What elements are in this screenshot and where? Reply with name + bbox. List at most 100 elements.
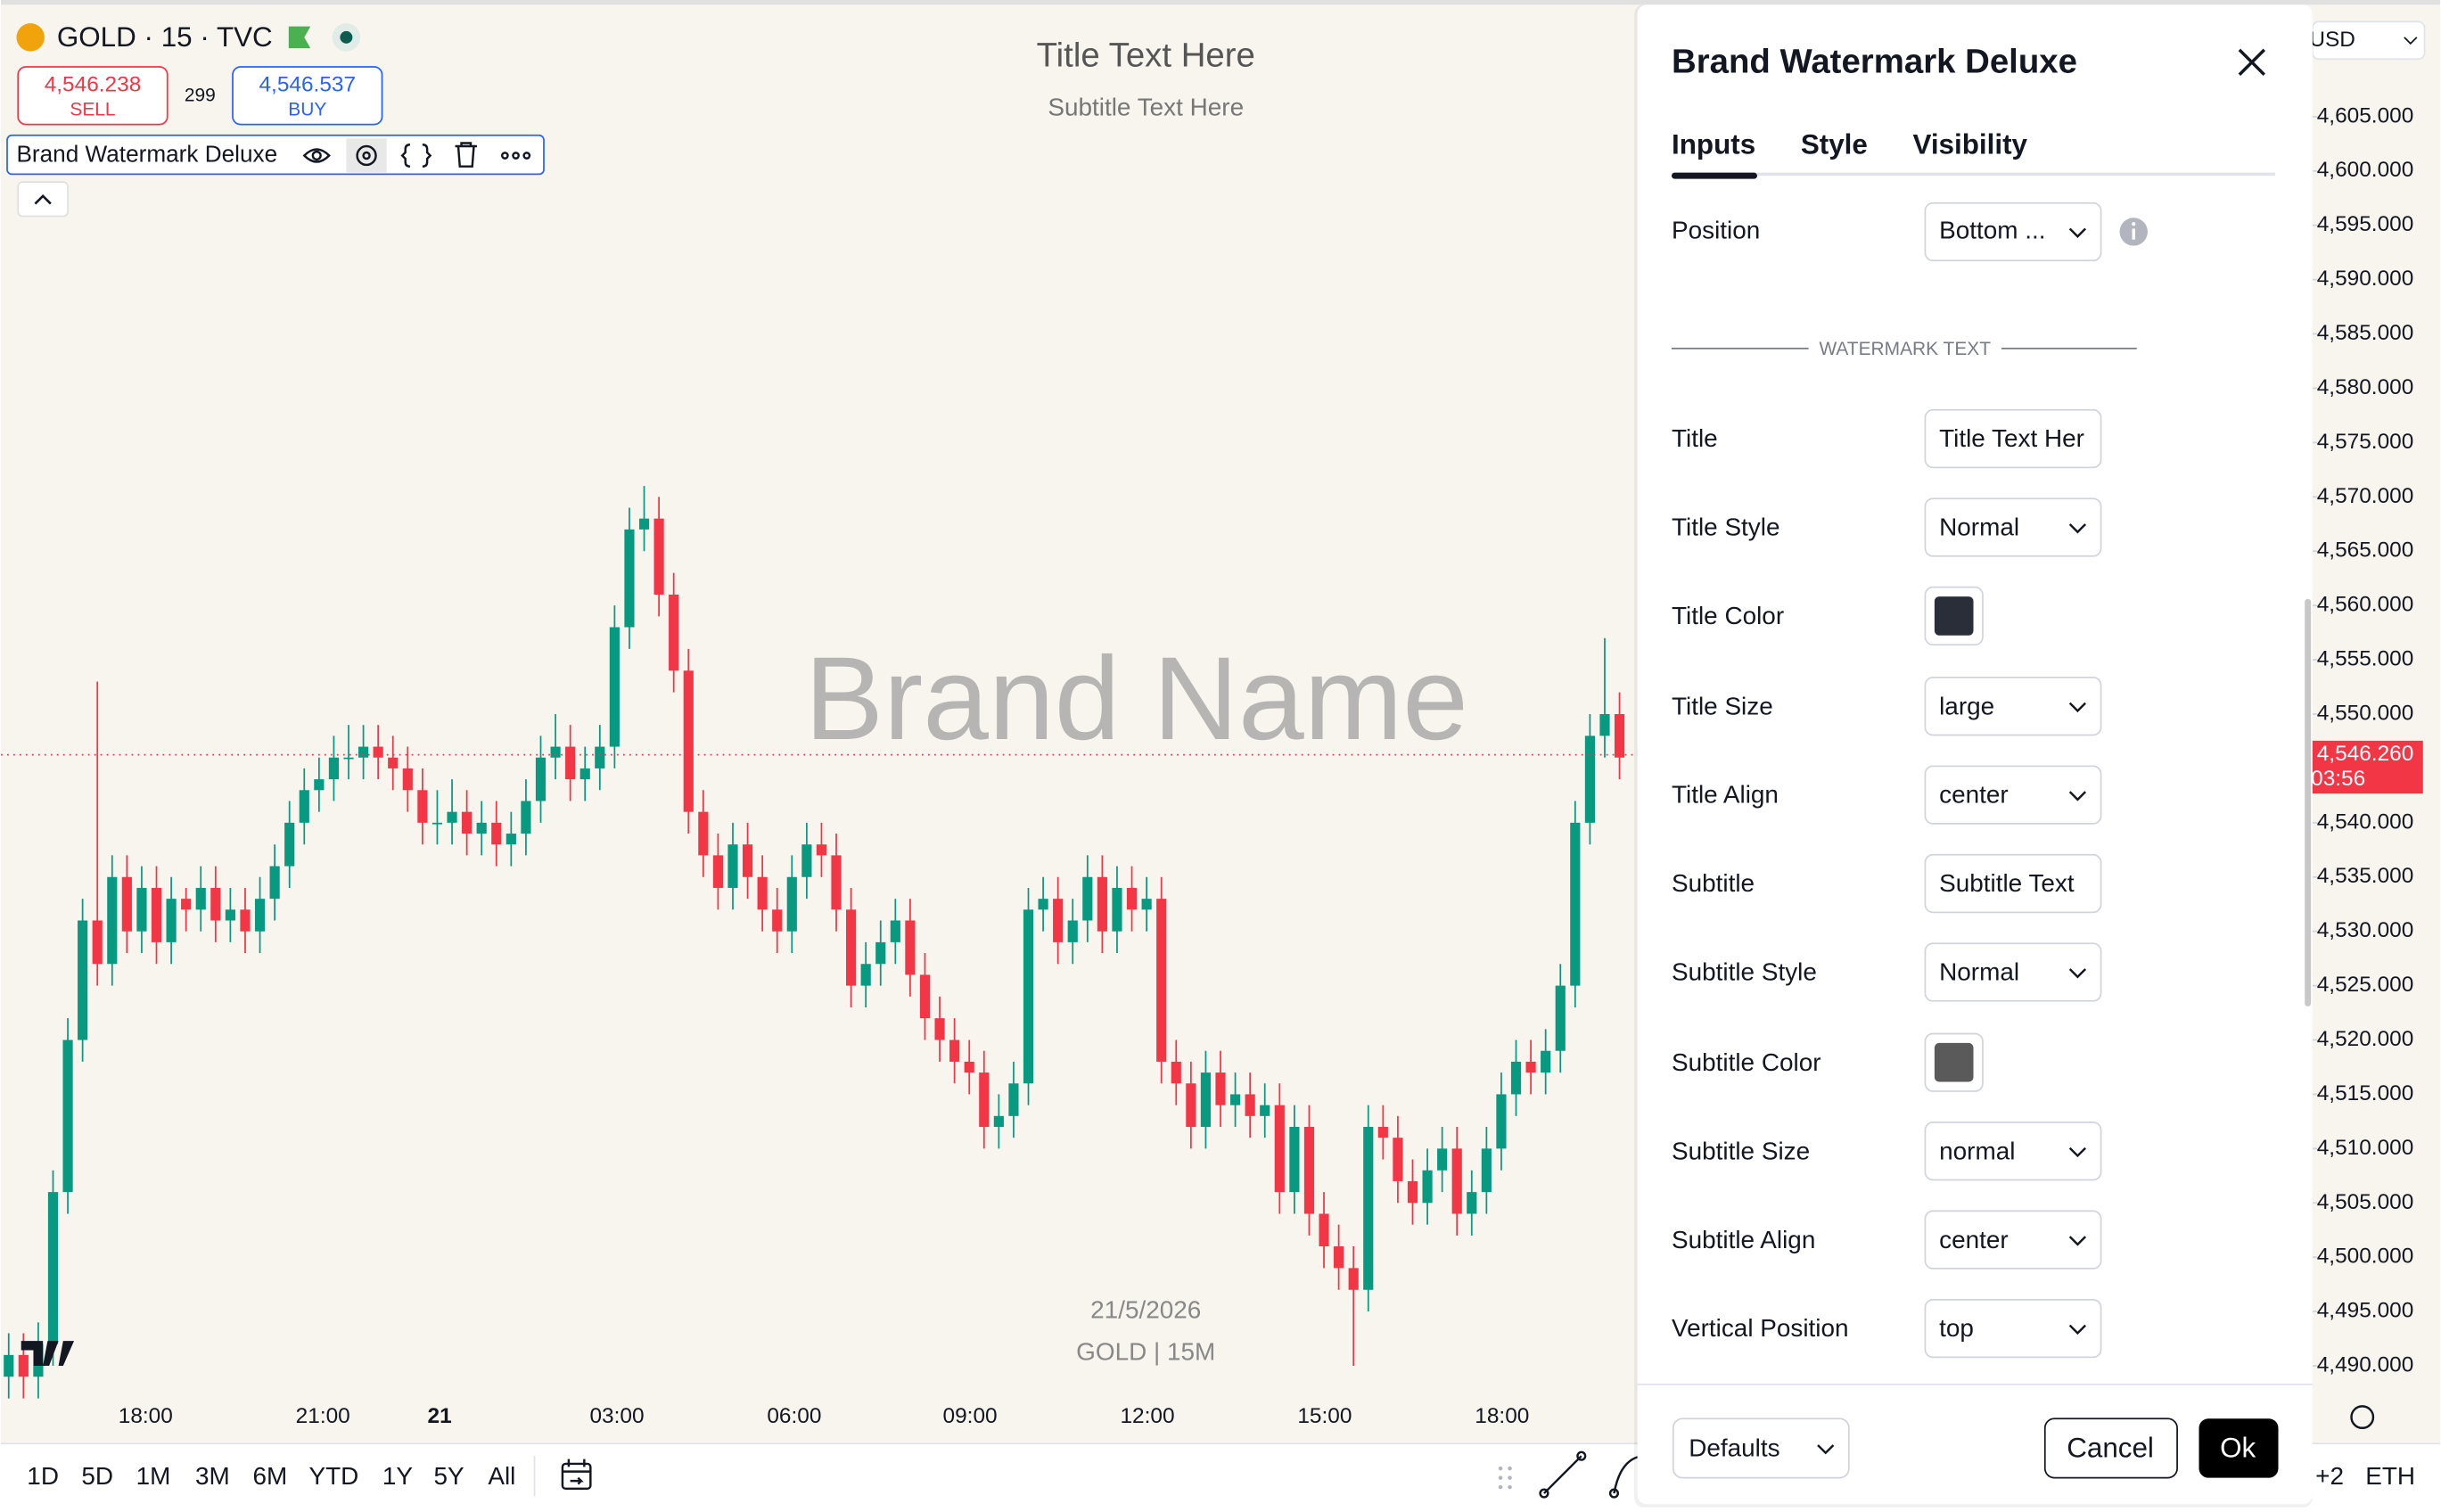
session[interactable]: ETH xyxy=(2365,1462,2415,1490)
candle-body xyxy=(1097,876,1107,932)
input-box[interactable] xyxy=(1924,1210,2102,1270)
candle-body xyxy=(1245,1094,1255,1116)
x-tick-label: 09:00 xyxy=(943,1404,998,1428)
dialog-title: Brand Watermark Deluxe xyxy=(1672,43,2077,81)
buy-label: BUY xyxy=(288,99,326,119)
candle-body xyxy=(402,768,413,791)
candle-body xyxy=(979,1072,990,1128)
chevron xyxy=(2068,791,2087,801)
input-box[interactable] xyxy=(1924,1298,2102,1359)
field-label: Title Align xyxy=(1672,781,1779,809)
candle-body xyxy=(1171,1061,1181,1084)
dialog-panel xyxy=(1637,4,2313,1505)
candle-body xyxy=(934,1018,945,1040)
candle-body xyxy=(919,974,931,1019)
sell-price: 4,546.238 xyxy=(45,72,142,96)
candle-body xyxy=(284,822,295,867)
buy-button[interactable] xyxy=(232,66,383,126)
candle-body xyxy=(225,909,235,921)
sell-button[interactable] xyxy=(17,66,168,126)
timeframe[interactable]: 3M xyxy=(195,1462,230,1490)
candle-body xyxy=(905,920,916,975)
tab[interactable]: Visibility xyxy=(1912,128,2027,160)
candle-body xyxy=(1186,1083,1196,1128)
currency: USD xyxy=(2309,28,2355,52)
y-tick-label: 4,570.000 xyxy=(2317,484,2414,508)
candle-body xyxy=(1541,1050,1551,1073)
tab[interactable]: Inputs xyxy=(1672,128,1755,160)
drag-handle[interactable] xyxy=(1498,1466,1512,1490)
input-box[interactable] xyxy=(1924,1122,2102,1181)
select-value: center xyxy=(1939,781,2009,809)
wm-footer: GOLD | 15M xyxy=(1076,1337,1215,1365)
color-swatch xyxy=(1934,1042,1974,1082)
cancel-button[interactable] xyxy=(2043,1418,2178,1479)
timeframe[interactable]: 6M xyxy=(253,1462,288,1490)
candle-body xyxy=(1082,876,1093,921)
candle-body xyxy=(388,757,399,768)
text-value: Title Text Her xyxy=(1939,424,2084,452)
candle-body xyxy=(476,822,487,834)
timeframe[interactable]: 5Y xyxy=(433,1462,464,1490)
x-axis: 18:00 21:00 21 03:00 06:00 09:00 12:00 15:00 18:… xyxy=(119,1404,1530,1428)
info-icon[interactable] xyxy=(2119,218,2148,246)
x-tick-label: 03:00 xyxy=(589,1404,644,1428)
y-tick-label: 4,560.000 xyxy=(2317,593,2414,617)
candle-body xyxy=(579,768,590,780)
candle-body xyxy=(831,855,842,910)
candle-body xyxy=(949,1040,960,1062)
input-box[interactable] xyxy=(1924,677,2102,736)
y-tick-label: 4,505.000 xyxy=(2317,1190,2414,1214)
candle-body xyxy=(860,964,871,986)
collapse-button[interactable] xyxy=(17,181,69,218)
timeframe[interactable]: All xyxy=(488,1462,515,1490)
candle-body xyxy=(62,1040,73,1193)
candle-body xyxy=(4,1354,14,1377)
field-label: Title xyxy=(1672,424,1718,452)
chevron xyxy=(2068,523,2087,534)
indicator-icons[interactable] xyxy=(302,138,531,173)
input-box[interactable] xyxy=(1924,942,2102,1002)
symbol[interactable]: GOLD · 15 · TVC xyxy=(57,21,273,53)
timeframe[interactable]: 1M xyxy=(136,1462,171,1490)
input-box[interactable] xyxy=(1924,853,2102,914)
x-tick-label: 21 xyxy=(428,1404,452,1428)
tab[interactable]: Style xyxy=(1801,128,1868,160)
timeframe[interactable]: 1D xyxy=(27,1462,59,1490)
timeframe[interactable]: YTD xyxy=(309,1462,359,1490)
goto-date[interactable] xyxy=(561,1459,592,1491)
candle-body xyxy=(638,518,650,530)
close[interactable] xyxy=(2238,48,2266,76)
input-box[interactable] xyxy=(1924,201,2102,262)
timeframes: 1D 5D 1M 3M 6M YTD 1Y 5Y All xyxy=(27,1462,515,1490)
timeframe[interactable]: 5D xyxy=(81,1462,113,1490)
input-box[interactable] xyxy=(1924,765,2102,825)
last-price-box xyxy=(2305,740,2423,794)
more-count[interactable]: +2 xyxy=(2315,1462,2344,1490)
candle-body xyxy=(1570,822,1581,986)
y-tick-label: 4,555.000 xyxy=(2317,647,2414,671)
symbol-icon xyxy=(16,23,45,52)
chevron xyxy=(2068,968,2087,979)
candle-body xyxy=(1377,1127,1388,1138)
countdown: 03:56 xyxy=(2311,767,2365,791)
position-label: Position xyxy=(1672,216,1760,243)
axis-settings[interactable] xyxy=(2350,1405,2375,1429)
chevron xyxy=(2068,1236,2087,1246)
cancel-text: Cancel xyxy=(2067,1433,2154,1464)
candle-body xyxy=(1200,1072,1212,1128)
candle-body xyxy=(92,920,103,965)
candle-body xyxy=(166,899,177,942)
candle-body xyxy=(343,757,354,760)
ok-button[interactable] xyxy=(2199,1418,2279,1478)
input-box[interactable] xyxy=(1924,497,2102,557)
field-label: Vertical Position xyxy=(1672,1314,1849,1342)
defaults-button[interactable] xyxy=(1672,1418,1850,1479)
candle-body xyxy=(1393,1138,1403,1181)
tv-logo[interactable] xyxy=(21,1341,75,1366)
input-box[interactable] xyxy=(1924,408,2102,469)
y-tick-label: 4,535.000 xyxy=(2317,864,2414,888)
timeframe[interactable]: 1Y xyxy=(382,1462,413,1490)
scrollbar[interactable] xyxy=(2305,598,2312,1007)
